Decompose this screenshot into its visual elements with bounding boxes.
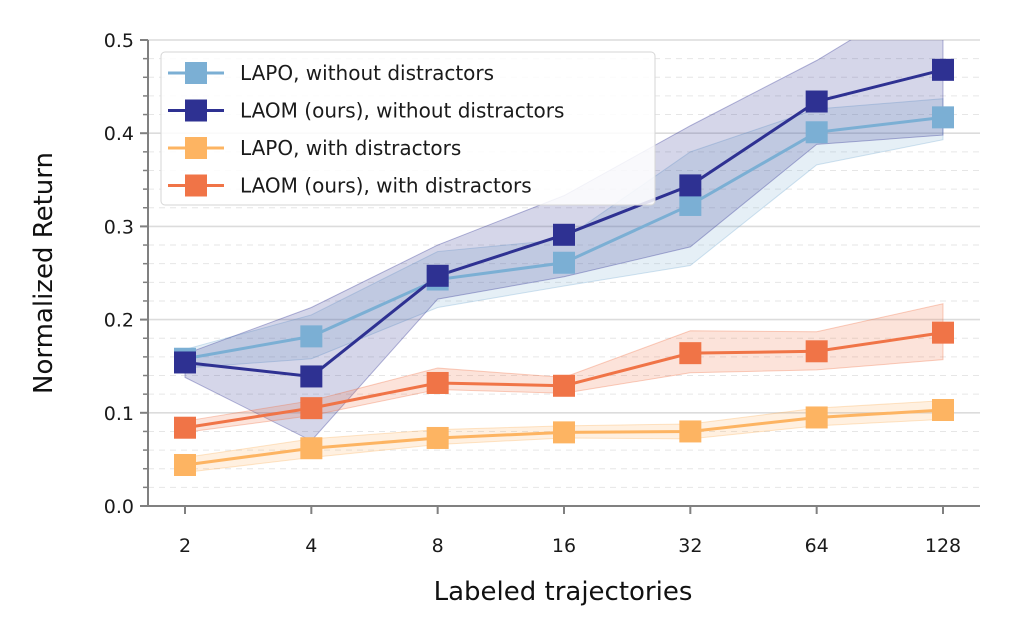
confidence-band-3: [184, 303, 944, 433]
y-tick-label: 0.2: [104, 310, 134, 332]
data-point: [932, 58, 954, 81]
data-point: [805, 121, 828, 144]
series-markers: [174, 58, 954, 476]
data-point: [679, 342, 702, 365]
data-point: [553, 223, 575, 246]
legend: LAPO, without distractors LAOM (ours), wi…: [160, 51, 656, 206]
legend-marker-2: [185, 137, 207, 159]
y-tick-label: 0.0: [104, 496, 134, 518]
data-point: [300, 365, 323, 388]
data-point: [300, 437, 323, 460]
data-point: [174, 453, 196, 476]
legend-label-3: LAOM (ours), with distractors: [240, 174, 532, 198]
legend-marker-0: [185, 62, 207, 84]
legend-frame: [160, 51, 656, 206]
data-point: [932, 321, 954, 344]
x-tick-label: 4: [305, 535, 317, 557]
y-axis-title: Normalized Return: [29, 152, 59, 394]
data-point: [553, 374, 575, 397]
tick-labels: 0.0 0.1 0.2 0.3 0.4 0.5 2 4 8 16 32 64 128: [104, 30, 961, 557]
data-point: [426, 426, 449, 449]
x-tick-label: 128: [925, 535, 961, 557]
x-tick-label: 16: [552, 535, 576, 557]
x-tick-label: 2: [179, 535, 191, 557]
x-tick-label: 64: [805, 535, 829, 557]
legend-label-1: LAOM (ours), without distractors: [240, 99, 564, 123]
data-point: [553, 251, 575, 274]
data-point: [426, 371, 449, 394]
data-point: [679, 174, 702, 197]
y-tick-label: 0.4: [104, 123, 134, 145]
legend-label-2: LAPO, with distractors: [240, 136, 461, 160]
y-tick-label: 0.1: [104, 403, 134, 425]
data-point: [426, 264, 449, 287]
legend-marker-3: [185, 174, 207, 197]
data-point: [553, 421, 575, 444]
y-tick-label: 0.5: [104, 30, 134, 52]
data-point: [174, 351, 196, 374]
data-point: [805, 406, 828, 429]
data-point: [300, 397, 323, 420]
data-point: [932, 106, 954, 129]
data-point: [805, 340, 828, 363]
x-axis-title: Labeled trajectories: [434, 577, 693, 607]
data-point: [679, 420, 702, 443]
data-point: [679, 193, 702, 216]
data-point: [300, 325, 323, 348]
x-tick-label: 32: [678, 535, 702, 557]
axes: [140, 39, 980, 514]
data-point: [805, 90, 828, 113]
legend-marker-1: [185, 99, 207, 122]
y-tick-label: 0.3: [104, 216, 134, 238]
data-point: [174, 416, 196, 439]
x-tick-label: 8: [432, 535, 444, 557]
legend-label-0: LAPO, without distractors: [240, 61, 494, 85]
data-point: [932, 399, 954, 422]
